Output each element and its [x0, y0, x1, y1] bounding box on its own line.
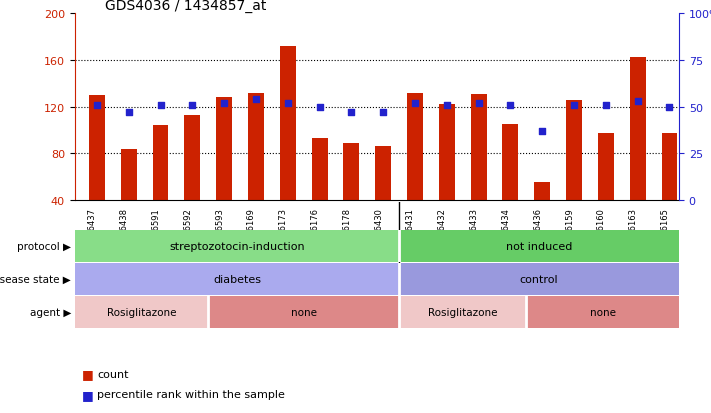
Text: GSM286165: GSM286165 — [661, 207, 670, 258]
Bar — [75, 263, 399, 295]
Bar — [399, 296, 526, 328]
Text: GSM286430: GSM286430 — [374, 207, 383, 258]
Point — [664, 104, 675, 111]
Point — [123, 109, 134, 116]
Text: GSM286437: GSM286437 — [88, 207, 97, 258]
Text: GSM286591: GSM286591 — [151, 207, 161, 258]
Text: GSM286176: GSM286176 — [311, 207, 319, 258]
Text: GSM286592: GSM286592 — [183, 207, 193, 258]
Bar — [121, 149, 137, 200]
Bar — [399, 263, 679, 295]
Text: GSM286173: GSM286173 — [279, 207, 288, 258]
Text: count: count — [97, 369, 129, 379]
Point — [314, 104, 325, 111]
Bar — [534, 183, 550, 200]
Text: none: none — [589, 307, 616, 317]
Text: GSM286433: GSM286433 — [469, 207, 479, 258]
Text: disease state ▶: disease state ▶ — [0, 274, 71, 284]
Text: GSM286169: GSM286169 — [247, 207, 256, 258]
Text: GSM286438: GSM286438 — [119, 207, 129, 258]
Point — [441, 102, 452, 109]
Text: Rosiglitazone: Rosiglitazone — [107, 307, 176, 317]
Bar — [75, 230, 399, 262]
Text: control: control — [520, 274, 558, 284]
Point — [250, 97, 262, 103]
Point — [378, 109, 389, 116]
Text: GSM286160: GSM286160 — [597, 207, 606, 258]
Point — [187, 102, 198, 109]
Bar — [471, 95, 486, 200]
Bar — [503, 125, 518, 200]
Bar — [75, 296, 208, 328]
Point — [600, 102, 611, 109]
Text: GSM286159: GSM286159 — [565, 207, 574, 258]
Point — [473, 100, 484, 107]
Point — [632, 99, 643, 105]
Bar — [598, 134, 614, 200]
Text: GDS4036 / 1434857_at: GDS4036 / 1434857_at — [105, 0, 266, 14]
Bar — [439, 105, 455, 200]
Text: GSM286178: GSM286178 — [343, 207, 351, 258]
Text: percentile rank within the sample: percentile rank within the sample — [97, 389, 285, 399]
Text: not induced: not induced — [506, 241, 572, 251]
Text: GSM286432: GSM286432 — [438, 207, 447, 258]
Text: GSM286431: GSM286431 — [406, 207, 415, 258]
Bar — [216, 98, 232, 200]
Bar — [89, 96, 105, 200]
Text: ■: ■ — [82, 388, 94, 401]
Text: GSM286163: GSM286163 — [629, 207, 638, 258]
Bar — [566, 100, 582, 200]
Bar — [311, 139, 328, 200]
Bar — [630, 57, 646, 200]
Bar — [208, 296, 399, 328]
Point — [346, 109, 357, 116]
Bar — [153, 126, 169, 200]
Bar — [375, 147, 391, 200]
Bar — [280, 47, 296, 200]
Bar — [407, 93, 423, 200]
Bar — [184, 116, 201, 200]
Point — [218, 100, 230, 107]
Text: protocol ▶: protocol ▶ — [17, 241, 71, 251]
Point — [91, 102, 102, 109]
Bar — [526, 296, 679, 328]
Point — [155, 102, 166, 109]
Text: GSM286593: GSM286593 — [215, 207, 224, 258]
Bar — [248, 93, 264, 200]
Point — [537, 128, 548, 135]
Point — [505, 102, 516, 109]
Bar — [661, 134, 678, 200]
Text: diabetes: diabetes — [213, 274, 261, 284]
Text: agent ▶: agent ▶ — [30, 307, 71, 317]
Text: GSM286436: GSM286436 — [533, 207, 542, 258]
Text: GSM286434: GSM286434 — [501, 207, 510, 258]
Text: none: none — [291, 307, 316, 317]
Point — [410, 100, 421, 107]
Bar — [343, 143, 359, 200]
Text: ■: ■ — [82, 367, 94, 380]
Text: Rosiglitazone: Rosiglitazone — [428, 307, 498, 317]
Point — [282, 100, 294, 107]
Text: streptozotocin-induction: streptozotocin-induction — [169, 241, 305, 251]
Bar — [399, 230, 679, 262]
Point — [568, 102, 579, 109]
